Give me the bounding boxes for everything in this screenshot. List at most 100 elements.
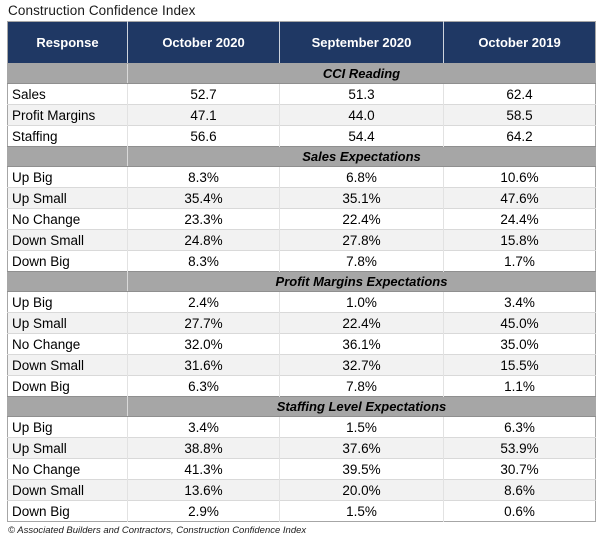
value-cell: 56.6 [127, 125, 280, 147]
value-cell: 7.8% [279, 375, 444, 397]
table-row: Up Small 35.4% 35.1% 47.6% [7, 187, 596, 209]
value-cell: 44.0 [279, 104, 444, 126]
value-cell: 8.3% [127, 166, 280, 188]
value-cell: 37.6% [279, 437, 444, 459]
column-header-3: October 2019 [443, 21, 596, 64]
value-cell: 62.4 [443, 83, 596, 105]
table-row: Down Big 8.3% 7.8% 1.7% [7, 250, 596, 272]
table-row: Profit Margins 47.1 44.0 58.5 [7, 104, 596, 126]
value-cell: 1.7% [443, 250, 596, 272]
value-cell: 23.3% [127, 208, 280, 230]
table-row: Down Big 2.9% 1.5% 0.6% [7, 500, 596, 522]
section-row: Sales Expectations [7, 146, 596, 167]
value-cell: 35.1% [279, 187, 444, 209]
value-cell: 8.6% [443, 479, 596, 501]
response-cell: No Change [7, 208, 128, 230]
table-row: Down Big 6.3% 7.8% 1.1% [7, 375, 596, 397]
column-header-1: October 2020 [127, 21, 280, 64]
value-cell: 58.5 [443, 104, 596, 126]
value-cell: 39.5% [279, 458, 444, 480]
table-row: No Change 41.3% 39.5% 30.7% [7, 458, 596, 480]
response-cell: Up Small [7, 437, 128, 459]
value-cell: 15.5% [443, 354, 596, 376]
value-cell: 36.1% [279, 333, 444, 355]
value-cell: 41.3% [127, 458, 280, 480]
value-cell: 47.1 [127, 104, 280, 126]
table-row: Up Big 3.4% 1.5% 6.3% [7, 416, 596, 438]
value-cell: 10.6% [443, 166, 596, 188]
section-spacer-cell [7, 63, 128, 84]
section-title: Staffing Level Expectations [127, 396, 596, 417]
value-cell: 64.2 [443, 125, 596, 147]
value-cell: 47.6% [443, 187, 596, 209]
table-row: Up Big 2.4% 1.0% 3.4% [7, 291, 596, 313]
value-cell: 7.8% [279, 250, 444, 272]
value-cell: 24.8% [127, 229, 280, 251]
value-cell: 32.0% [127, 333, 280, 355]
value-cell: 1.0% [279, 291, 444, 313]
value-cell: 2.4% [127, 291, 280, 313]
response-cell: No Change [7, 458, 128, 480]
response-cell: Up Big [7, 416, 128, 438]
value-cell: 2.9% [127, 500, 280, 522]
section-title: Sales Expectations [127, 146, 596, 167]
table-row: No Change 32.0% 36.1% 35.0% [7, 333, 596, 355]
value-cell: 38.8% [127, 437, 280, 459]
value-cell: 1.5% [279, 500, 444, 522]
table-row: Staffing 56.6 54.4 64.2 [7, 125, 596, 147]
table-row: Sales 52.7 51.3 62.4 [7, 83, 596, 105]
value-cell: 3.4% [443, 291, 596, 313]
value-cell: 6.3% [127, 375, 280, 397]
table-header: Response October 2020 September 2020 Octobe… [7, 21, 596, 64]
table-row: No Change 23.3% 22.4% 24.4% [7, 208, 596, 230]
value-cell: 0.6% [443, 500, 596, 522]
value-cell: 32.7% [279, 354, 444, 376]
value-cell: 22.4% [279, 312, 444, 334]
response-cell: Up Big [7, 291, 128, 313]
response-cell: Down Small [7, 354, 128, 376]
value-cell: 35.0% [443, 333, 596, 355]
section-spacer-cell [7, 271, 128, 292]
value-cell: 45.0% [443, 312, 596, 334]
value-cell: 3.4% [127, 416, 280, 438]
value-cell: 30.7% [443, 458, 596, 480]
response-cell: Up Small [7, 312, 128, 334]
value-cell: 35.4% [127, 187, 280, 209]
value-cell: 8.3% [127, 250, 280, 272]
value-cell: 6.3% [443, 416, 596, 438]
column-header-2: September 2020 [279, 21, 444, 64]
value-cell: 51.3 [279, 83, 444, 105]
value-cell: 15.8% [443, 229, 596, 251]
response-cell: Down Big [7, 500, 128, 522]
section-title: CCI Reading [127, 63, 596, 84]
response-cell: Up Small [7, 187, 128, 209]
value-cell: 27.8% [279, 229, 444, 251]
value-cell: 24.4% [443, 208, 596, 230]
response-cell: Staffing [7, 125, 128, 147]
table-row: Up Big 8.3% 6.8% 10.6% [7, 166, 596, 188]
value-cell: 53.9% [443, 437, 596, 459]
source-attribution: © Associated Builders and Contractors, C… [8, 525, 307, 536]
table-row: Up Small 38.8% 37.6% 53.9% [7, 437, 596, 459]
section-spacer-cell [7, 146, 128, 167]
value-cell: 31.6% [127, 354, 280, 376]
column-header-0: Response [7, 21, 128, 64]
response-cell: Down Small [7, 479, 128, 501]
table-row: Down Small 13.6% 20.0% 8.6% [7, 479, 596, 501]
response-cell: Down Small [7, 229, 128, 251]
value-cell: 20.0% [279, 479, 444, 501]
response-cell: Sales [7, 83, 128, 105]
value-cell: 1.1% [443, 375, 596, 397]
table-row: Down Small 24.8% 27.8% 15.8% [7, 229, 596, 251]
response-cell: Up Big [7, 166, 128, 188]
response-cell: Down Big [7, 375, 128, 397]
cci-table: Response October 2020 September 2020 Octobe… [7, 21, 596, 522]
response-cell: No Change [7, 333, 128, 355]
value-cell: 52.7 [127, 83, 280, 105]
table-row: Up Small 27.7% 22.4% 45.0% [7, 312, 596, 334]
section-spacer-cell [7, 396, 128, 417]
response-cell: Down Big [7, 250, 128, 272]
response-cell: Profit Margins [7, 104, 128, 126]
value-cell: 6.8% [279, 166, 444, 188]
